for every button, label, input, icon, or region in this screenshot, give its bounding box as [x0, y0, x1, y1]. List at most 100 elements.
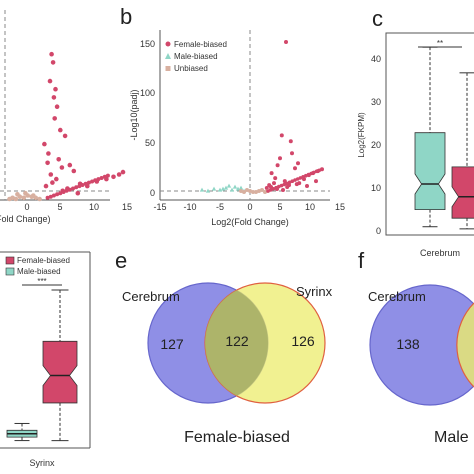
y-tick-label: 0 — [376, 226, 381, 236]
data-point — [267, 183, 272, 188]
data-point — [257, 189, 261, 193]
data-point — [266, 189, 270, 193]
x-tick-label: 5 — [57, 202, 62, 212]
data-point — [309, 171, 314, 176]
data-point — [45, 160, 50, 166]
data-point — [245, 188, 249, 192]
sig-label: *** — [37, 277, 46, 286]
data-point — [86, 180, 91, 185]
data-point — [205, 188, 211, 193]
data-point — [96, 177, 101, 182]
y-tick-label: 40 — [371, 54, 381, 64]
y-tick-label: 30 — [371, 97, 381, 107]
data-point — [277, 184, 281, 189]
x-tick-label: 0 — [247, 202, 252, 212]
panel-b-x-axis-label: Log2(Fold Change) — [211, 217, 289, 227]
data-point — [298, 176, 303, 180]
data-point — [274, 185, 278, 190]
venn-circle-right-edge — [456, 302, 474, 388]
data-point — [226, 183, 232, 188]
data-point — [314, 169, 319, 174]
y-tick-label: 100 — [140, 88, 155, 98]
data-point — [52, 116, 57, 121]
data-point — [64, 188, 69, 193]
panel-c-letter: c — [372, 6, 383, 31]
data-point — [294, 182, 299, 187]
x-tick-label: 10 — [305, 202, 315, 212]
panel-d-significance: *** — [22, 277, 62, 286]
venn-overlap — [204, 290, 269, 396]
panel-c-x-axis-label: Cerebrum — [420, 248, 460, 258]
data-point — [67, 162, 73, 168]
data-point — [296, 161, 300, 166]
panel-d-legend: Female-biased Male-biased — [5, 256, 70, 276]
data-point — [287, 180, 292, 185]
legend-label-female: Female-biased — [17, 256, 70, 265]
panel-b: b 0 50 100 150 -15 -10 -5 0 5 10 15 Log2… — [120, 4, 345, 227]
panel-c-y-axis-label: Log2(FKPM) — [357, 112, 366, 158]
venn-count-left-only: 138 — [396, 336, 420, 352]
panel-b-points — [199, 40, 324, 194]
data-point — [293, 166, 297, 171]
data-point — [288, 139, 293, 144]
legend-marker-female — [165, 41, 171, 47]
data-point — [15, 192, 20, 197]
x-tick-label: 0 — [24, 202, 29, 212]
venn-title: Male — [434, 429, 469, 446]
data-point — [71, 168, 77, 174]
data-point — [102, 174, 107, 179]
data-point — [278, 156, 282, 161]
data-point — [74, 185, 79, 190]
x-tick-label: 15 — [122, 202, 132, 212]
box-body — [414, 132, 446, 211]
panel-c-yticks: 0 10 20 30 40 — [371, 54, 381, 236]
y-tick-label: 0 — [150, 188, 155, 198]
data-point — [23, 190, 28, 196]
panel-c-frame — [385, 32, 474, 236]
panel-b-yticks: 0 50 100 150 — [140, 39, 155, 198]
data-point — [42, 141, 47, 147]
venn-count-left-only: 127 — [160, 336, 184, 352]
data-point — [275, 163, 280, 168]
data-point — [49, 51, 54, 57]
data-point — [50, 180, 55, 185]
data-point — [211, 186, 217, 191]
data-point — [312, 170, 316, 175]
data-point — [273, 176, 278, 181]
data-point — [77, 184, 82, 189]
box-body — [451, 166, 474, 219]
data-point — [13, 196, 19, 202]
x-tick-label: -10 — [183, 202, 196, 212]
data-point — [268, 188, 273, 192]
data-point — [285, 185, 290, 189]
data-point — [50, 60, 56, 65]
panel-d-x-axis-label: Syrinx — [29, 458, 55, 468]
data-point — [43, 183, 49, 189]
legend-label-unbiased: Unbiased — [174, 64, 208, 73]
panel-a-points — [7, 51, 126, 202]
venn-circle-cerebrum — [369, 284, 474, 406]
panel-b-y-axis-label: -Log10(padj) — [129, 89, 139, 140]
data-point — [48, 172, 54, 177]
data-point — [199, 187, 205, 192]
venn-count-right-only: 126 — [291, 333, 315, 349]
data-point — [223, 185, 229, 190]
panel-c: c 0 10 20 30 40 Log2(FKPM) ** Cerebrum — [357, 6, 474, 258]
data-point — [220, 186, 226, 191]
panel-d: Female-biased Male-biased *** Syrinx — [0, 251, 91, 468]
legend-label-male: Male-biased — [17, 267, 61, 276]
data-point — [31, 193, 36, 198]
panel-a-xticks: 0 5 10 15 — [24, 202, 132, 212]
data-point — [111, 174, 116, 180]
venn-set-label-right: Syrinx — [296, 284, 333, 299]
data-point — [62, 133, 68, 139]
data-point — [285, 181, 289, 186]
data-point — [61, 190, 66, 194]
data-point — [238, 185, 244, 190]
legend-marker-female — [5, 256, 15, 265]
panel-d-boxes — [6, 289, 78, 442]
data-point — [317, 168, 322, 173]
data-point — [314, 179, 318, 184]
data-point — [239, 189, 243, 193]
data-point — [51, 193, 56, 198]
